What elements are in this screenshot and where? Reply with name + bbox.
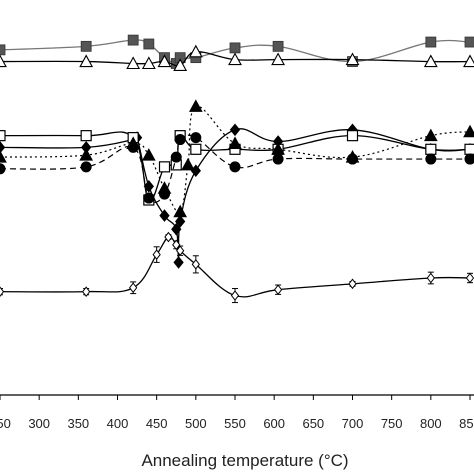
x-tick-label: 600: [263, 416, 285, 431]
marker-filled-circle: [347, 153, 358, 165]
marker-filled-triangle: [188, 99, 203, 112]
marker-filled-square: [425, 36, 437, 48]
x-tick-label: 750: [381, 416, 403, 431]
marker-filled-circle: [272, 153, 284, 165]
marker-filled-triangle: [173, 204, 188, 218]
x-tick-label: 400: [107, 416, 129, 431]
marker-filled-square: [80, 40, 92, 52]
marker-open-triangle: [188, 44, 203, 58]
marker-filled-triangle: [181, 157, 195, 171]
marker-open-diamond: [230, 290, 240, 301]
marker-open-square: [464, 143, 474, 155]
marker-open-diamond: [176, 245, 185, 257]
marker-open-square: [0, 130, 6, 142]
marker-open-triangle: [141, 56, 156, 70]
x-tick-label: 650: [302, 416, 324, 431]
marker-open-diamond: [172, 239, 181, 251]
marker-filled-triangle: [79, 148, 94, 161]
marker-filled-triangle: [463, 124, 474, 138]
marker-filled-circle: [174, 134, 186, 146]
x-tick-label: 850: [459, 416, 474, 431]
marker-filled-circle: [0, 163, 6, 175]
ticks-layer: 250 300 350 400 450 500 550 600 650 700 750 800 850: [0, 395, 474, 431]
marker-filled-square: [229, 42, 241, 54]
marker-open-triangle: [463, 54, 474, 68]
marker-filled-diamond: [0, 141, 6, 154]
marker-open-triangle: [173, 58, 188, 71]
marker-filled-triangle: [141, 148, 156, 161]
marker-filled-square: [143, 38, 155, 50]
x-tick-label: 500: [185, 416, 207, 431]
marker-filled-circle: [143, 192, 155, 204]
series-open-triangle: [0, 44, 474, 71]
marker-open-triangle: [271, 52, 286, 66]
marker-open-square: [190, 143, 202, 155]
marker-filled-diamond: [229, 123, 241, 137]
marker-open-diamond: [273, 284, 283, 296]
marker-filled-square: [127, 34, 139, 46]
marker-filled-circle: [229, 161, 241, 173]
marker-filled-circle: [159, 188, 170, 200]
marker-filled-square: [0, 44, 6, 56]
marker-filled-circle: [127, 141, 139, 153]
marker-filled-circle: [190, 132, 202, 144]
series-line: [0, 51, 471, 67]
series-open-diamond: [0, 231, 474, 304]
x-tick-label: 550: [224, 416, 246, 431]
x-tick-label: 700: [342, 416, 364, 431]
marker-filled-circle: [425, 153, 437, 165]
marker-open-diamond: [152, 249, 161, 260]
marker-open-diamond: [348, 278, 357, 290]
x-tick-label: 250: [0, 416, 11, 431]
marker-open-triangle: [228, 52, 242, 66]
marker-filled-diamond: [175, 215, 186, 228]
marker-open-square: [425, 143, 437, 155]
marker-filled-diamond: [159, 209, 170, 222]
marker-open-diamond: [164, 231, 173, 243]
marker-open-diamond: [426, 272, 435, 284]
marker-open-diamond: [191, 259, 200, 270]
x-axis-title: Annealing temperature (°C): [141, 451, 348, 470]
marker-open-square: [158, 161, 171, 173]
x-tick-label: 300: [28, 416, 50, 431]
marker-filled-circle: [170, 151, 182, 163]
marker-filled-circle: [80, 161, 92, 173]
marker-open-diamond: [82, 286, 91, 297]
series-filled-circle: [0, 132, 474, 204]
marker-open-triangle: [423, 54, 438, 68]
series-line: [0, 236, 471, 298]
marker-filled-diamond: [143, 180, 154, 193]
marker-filled-triangle: [423, 128, 438, 142]
marker-open-triangle: [79, 54, 94, 68]
marker-open-square: [80, 130, 92, 142]
marker-open-diamond: [129, 282, 138, 294]
marker-filled-diamond: [171, 222, 182, 236]
x-tick-label: 800: [420, 416, 442, 431]
marker-open-diamond: [0, 286, 5, 297]
marker-open-diamond: [465, 272, 474, 284]
marker-filled-square: [272, 40, 284, 52]
marker-open-triangle: [0, 54, 7, 68]
marker-open-square: [346, 130, 359, 142]
marker-filled-circle: [464, 153, 474, 165]
marker-open-triangle: [126, 56, 141, 70]
marker-filled-square: [464, 36, 474, 48]
marker-open-triangle: [345, 52, 360, 66]
marker-filled-triangle: [228, 136, 242, 149]
x-tick-label: 350: [67, 416, 89, 431]
marker-filled-diamond: [173, 256, 184, 269]
marker-open-triangle: [157, 54, 172, 68]
marker-filled-triangle: [0, 150, 7, 163]
series-layer: [0, 34, 474, 304]
x-tick-label: 450: [146, 416, 168, 431]
series-filled-triangle: [0, 99, 474, 218]
